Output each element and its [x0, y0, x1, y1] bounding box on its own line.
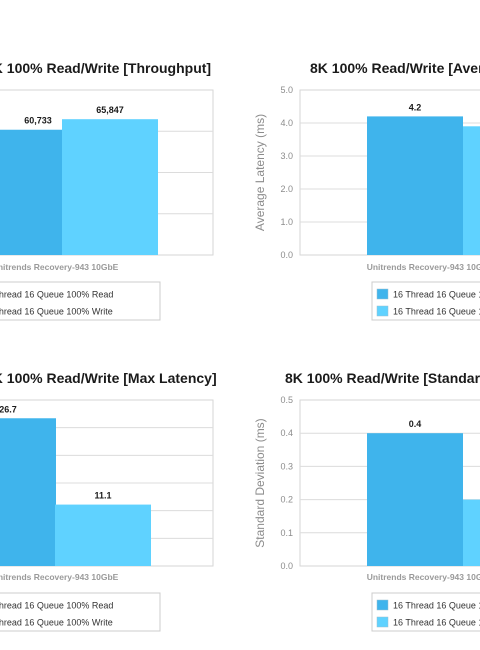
- y-tick-label: 0.0: [280, 250, 293, 260]
- data-label: 4.2: [409, 102, 422, 112]
- x-category-label: Unitrends Recovery-943 10GbE: [0, 262, 119, 272]
- y-tick-label: 0.5: [280, 395, 293, 405]
- chart-panel-4: 8K 100% Read/Write [Standard Deviation] 0…: [253, 370, 480, 632]
- y-tick-label: 3.0: [280, 151, 293, 161]
- legend-entry: 16 Thread 16 Queue 100% Write: [393, 307, 480, 317]
- x-category-label: Unitrends Recovery-943 10GbE: [367, 572, 480, 582]
- bar-write: [463, 499, 480, 566]
- chart-title: 8K 100% Read/Write [Max Latency]: [0, 370, 217, 386]
- chart-title: 8K 100% Read/Write [Throughput]: [0, 60, 211, 76]
- data-label: 60,733: [24, 116, 52, 126]
- chart-panel-2: 8K 100% Read/Write [Average Latency] 0.0 1…: [253, 60, 480, 321]
- legend-entry: 16 Thread 16 Queue 100% Write: [0, 618, 113, 628]
- y-tick-label: 0.0: [280, 561, 293, 571]
- data-label: 26.7: [0, 404, 17, 414]
- x-category-label: Unitrends Recovery-943 10GbE: [0, 572, 119, 582]
- bar-read: [367, 116, 463, 256]
- y-tick-label: 4.0: [280, 118, 293, 128]
- data-label: 0.4: [409, 419, 422, 429]
- legend-entry: 16 Thread 16 Queue 100% Write: [393, 618, 480, 628]
- y-tick-label: 2.0: [280, 184, 293, 194]
- y-tick-label: 0.2: [280, 495, 293, 505]
- legend-entry: 16 Thread 16 Queue 100% Read: [393, 601, 480, 611]
- data-label: 11.1: [94, 491, 111, 501]
- legend-entry: 16 Thread 16 Queue 100% Write: [0, 307, 113, 317]
- legend-entry: 16 Thread 16 Queue 100% Read: [393, 290, 480, 300]
- legend-swatch: [376, 599, 389, 611]
- legend-entry: 16 Thread 16 Queue 100% Read: [0, 290, 113, 300]
- x-category-label: Unitrends Recovery-943 10GbE: [367, 262, 480, 272]
- bar-read: [0, 418, 56, 566]
- y-tick-label: 0.3: [280, 461, 293, 471]
- legend-box: [0, 592, 161, 632]
- legend: 16 Thread 16 Queue 100% Read 16 Thread 16…: [371, 592, 480, 632]
- legend-box: [371, 592, 480, 632]
- bar-write: [62, 119, 158, 256]
- y-axis-label: Average Latency (ms): [253, 114, 267, 231]
- legend-box: [371, 281, 480, 321]
- chart-panel-3: 8K 100% Read/Write [Max Latency] 26.7 11.1…: [0, 370, 217, 632]
- bar-write: [463, 126, 480, 255]
- legend: 16 Thread 16 Queue 100% Read 16 Thread 16…: [371, 281, 480, 321]
- data-label: 65,847: [96, 105, 124, 115]
- legend-swatch: [376, 288, 389, 300]
- chart-title: 8K 100% Read/Write [Average Latency]: [310, 60, 480, 76]
- legend: 16 Thread 16 Queue 100% Read 16 Thread 16…: [0, 592, 161, 632]
- y-axis-label: Standard Deviation (ms): [253, 418, 267, 547]
- y-tick-label: 5.0: [280, 85, 293, 95]
- bar-write: [55, 504, 151, 566]
- legend-box: [0, 281, 161, 321]
- y-tick-label: 0.4: [280, 428, 293, 438]
- y-tick-label: 0.1: [280, 528, 293, 538]
- legend-swatch: [376, 616, 389, 628]
- chart-panel-1: 8K 100% Read/Write [Throughput] 60,733 65,…: [0, 60, 214, 321]
- bar-read: [367, 433, 463, 566]
- chart-title: 8K 100% Read/Write [Standard Deviation]: [285, 370, 480, 386]
- legend: 16 Thread 16 Queue 100% Read 16 Thread 16…: [0, 281, 161, 321]
- y-tick-label: 1.0: [280, 217, 293, 227]
- legend-swatch: [376, 305, 389, 317]
- legend-entry: 16 Thread 16 Queue 100% Read: [0, 601, 113, 611]
